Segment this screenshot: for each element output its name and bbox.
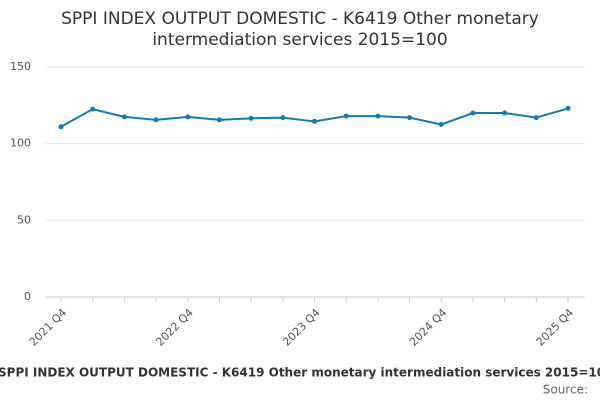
point xyxy=(533,115,539,121)
x-tick-label: 2024 Q4 xyxy=(407,306,450,349)
y-tick-label: 50 xyxy=(17,213,31,226)
line xyxy=(60,107,569,128)
point xyxy=(90,106,96,112)
point xyxy=(185,114,191,120)
x-axis-label: SPPI INDEX OUTPUT DOMESTIC - K6419 Other… xyxy=(0,366,600,380)
point xyxy=(280,115,286,121)
point xyxy=(121,114,127,120)
x-tick-label: 2021 Q4 xyxy=(27,306,70,349)
point xyxy=(248,115,254,121)
point xyxy=(565,105,571,111)
source: Source: xyxy=(543,383,588,397)
point xyxy=(407,115,413,121)
x-tick-label: 2022 Q4 xyxy=(153,306,196,349)
y-tick-label: 150 xyxy=(10,60,31,73)
chart-subtitle: intermediation services 2015=100 xyxy=(152,30,447,50)
y-tick-label: 100 xyxy=(10,137,31,150)
point xyxy=(312,118,317,124)
point xyxy=(343,113,349,119)
point xyxy=(470,110,476,116)
point xyxy=(216,117,222,123)
x-tick-label: 2023 Q4 xyxy=(280,306,323,349)
chart-title: SPPI INDEX OUTPUT DOMESTIC - K6419 Other… xyxy=(61,9,539,29)
point xyxy=(438,122,444,127)
point xyxy=(58,124,64,130)
point xyxy=(153,117,159,123)
point xyxy=(502,110,508,116)
point xyxy=(375,113,381,119)
x-tick-label: 2025 Q4 xyxy=(534,306,577,349)
y-tick-label: 0 xyxy=(24,290,31,303)
